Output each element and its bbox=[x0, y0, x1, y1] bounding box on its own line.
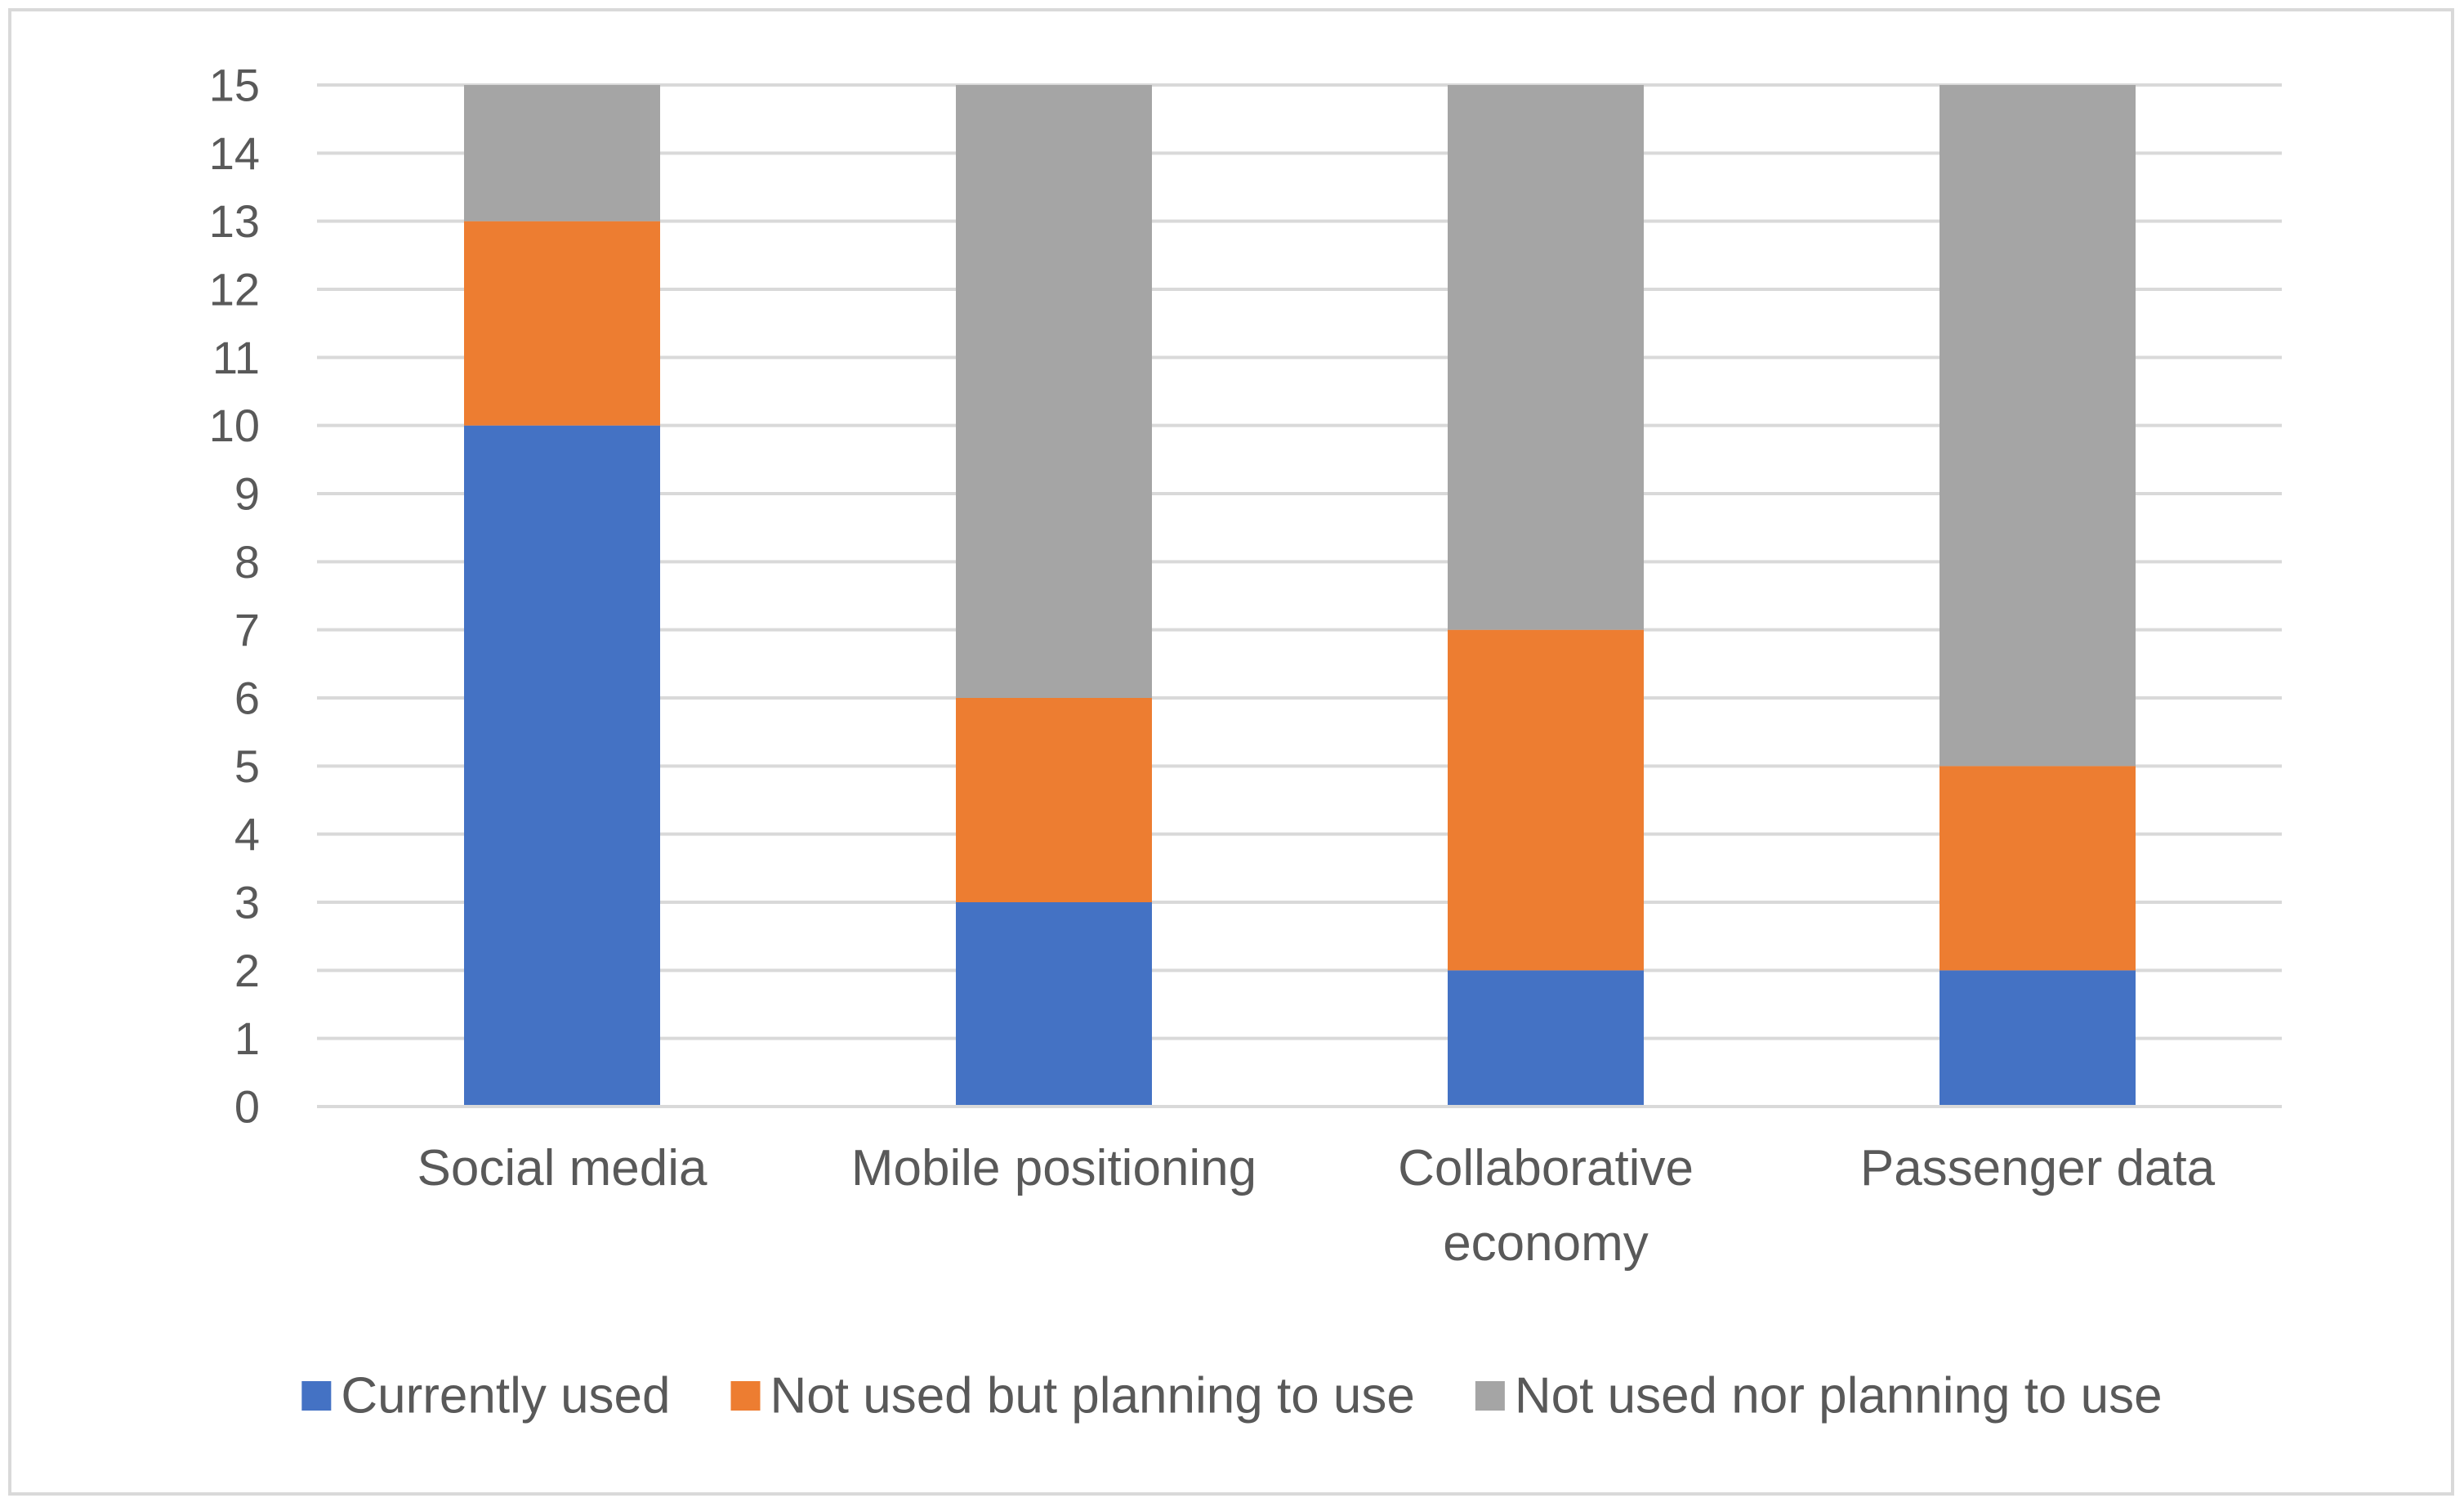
bar-passenger-data-series-1 bbox=[1940, 766, 2136, 971]
x-category-label-1: Mobile positioning bbox=[851, 1140, 1257, 1196]
bar-mobile-positioning-series-0 bbox=[956, 902, 1152, 1107]
bar-mobile-positioning-series-2 bbox=[956, 85, 1152, 698]
bar-collaborative-economy-series-1 bbox=[1448, 629, 1644, 971]
y-tick-label-9: 9 bbox=[234, 468, 260, 520]
legend-swatch bbox=[730, 1381, 761, 1411]
y-tick-label-13: 13 bbox=[209, 195, 260, 247]
legend-item-2: Not used nor planning to use bbox=[1475, 1368, 2163, 1424]
bar-passenger-data-series-0 bbox=[1940, 970, 2136, 1107]
bar-social-media-series-2 bbox=[464, 85, 660, 221]
bar-passenger-data-series-2 bbox=[1940, 85, 2136, 767]
x-category-label-2: Collaborative economy bbox=[1398, 1140, 1694, 1272]
bars bbox=[464, 85, 2136, 1107]
y-tick-label-8: 8 bbox=[234, 536, 260, 588]
x-category-label-line: Collaborative bbox=[1398, 1140, 1694, 1196]
x-category-label-line: Passenger data bbox=[1860, 1140, 2216, 1196]
y-tick-label-3: 3 bbox=[234, 877, 260, 928]
y-tick-label-0: 0 bbox=[234, 1081, 260, 1133]
legend: Currently used Not used but planning to u… bbox=[301, 1368, 2163, 1424]
legend-swatch bbox=[301, 1381, 332, 1411]
x-category-label-0: Social media bbox=[417, 1140, 708, 1196]
legend-item-0: Currently used bbox=[301, 1368, 671, 1424]
y-tick-label-4: 4 bbox=[234, 808, 260, 860]
x-category-label-3: Passenger data bbox=[1860, 1140, 2216, 1196]
y-tick-label-2: 2 bbox=[234, 945, 260, 996]
x-category-label-line: Social media bbox=[417, 1140, 708, 1196]
y-tick-label-1: 1 bbox=[234, 1013, 260, 1064]
bar-mobile-positioning-series-1 bbox=[956, 698, 1152, 902]
x-axis-category-labels: Social media Mobile positioning Collaborat… bbox=[417, 1140, 2216, 1272]
x-category-label-line: economy bbox=[1443, 1215, 1649, 1272]
bar-social-media-series-0 bbox=[464, 425, 660, 1107]
y-tick-label-5: 5 bbox=[234, 740, 260, 792]
y-tick-label-14: 14 bbox=[209, 127, 260, 179]
legend-label: Currently used bbox=[341, 1368, 670, 1424]
legend-swatch bbox=[1475, 1381, 1505, 1411]
y-tick-label-10: 10 bbox=[209, 400, 260, 451]
bar-collaborative-economy-series-2 bbox=[1448, 85, 1644, 630]
x-category-label-line: Mobile positioning bbox=[851, 1140, 1257, 1196]
legend-label: Not used nor planning to use bbox=[1515, 1368, 2163, 1424]
y-tick-label-7: 7 bbox=[234, 604, 260, 655]
y-tick-label-12: 12 bbox=[209, 264, 260, 315]
y-tick-label-15: 15 bbox=[209, 60, 260, 111]
legend-label: Not used but planning to use bbox=[770, 1368, 1415, 1424]
y-tick-label-11: 11 bbox=[212, 332, 260, 383]
y-tick-label-6: 6 bbox=[234, 673, 260, 724]
legend-item-1: Not used but planning to use bbox=[730, 1368, 1415, 1424]
bar-collaborative-economy-series-0 bbox=[1448, 970, 1644, 1107]
bar-social-media-series-1 bbox=[464, 221, 660, 426]
